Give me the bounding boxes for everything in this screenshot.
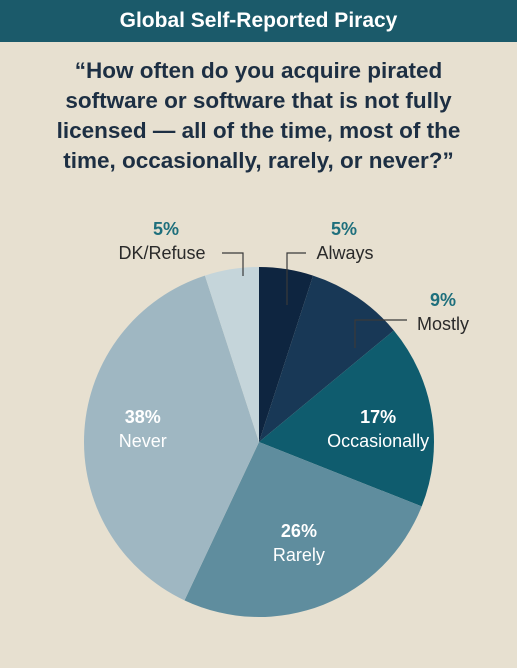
chart-title: Global Self-Reported Piracy [119, 9, 398, 32]
slice-label-always: Always [316, 243, 373, 263]
slice-label-rarely: Rarely [273, 545, 325, 565]
slice-value-always: 5% [331, 219, 357, 239]
slice-label-occasionally: Occasionally [327, 431, 429, 451]
pie-slices [83, 267, 434, 617]
header-bar: Global Self-Reported Piracy [0, 0, 517, 42]
pie-slice-mostly [259, 275, 394, 442]
leader-line-always [286, 252, 306, 305]
pie-slice-occasionally [259, 330, 434, 507]
survey-question: “How often do you acquire pirated softwa… [56, 58, 461, 173]
slice-value-mostly: 9% [430, 290, 456, 310]
slice-label-mostly: Mostly [417, 314, 469, 334]
pie-slice-dk-refuse [204, 267, 259, 442]
leader-line-dk-refuse [222, 252, 244, 276]
slice-value-never: 38% [125, 407, 161, 427]
pie-labels: 17% Occasionally 26% Rarely 38% Never 5% Always… [118, 219, 469, 565]
pie-slice-always [259, 267, 314, 442]
leader-line-mostly [354, 319, 407, 348]
pie-slice-never [83, 275, 260, 601]
pie-slice-rarely [184, 442, 422, 617]
slice-value-occasionally: 17% [360, 407, 396, 427]
slice-value-rarely: 26% [281, 521, 317, 541]
slice-label-never: Never [119, 431, 167, 451]
slice-label-dk-refuse: DK/Refuse [118, 243, 205, 263]
slice-value-dk-refuse: 5% [153, 219, 179, 239]
